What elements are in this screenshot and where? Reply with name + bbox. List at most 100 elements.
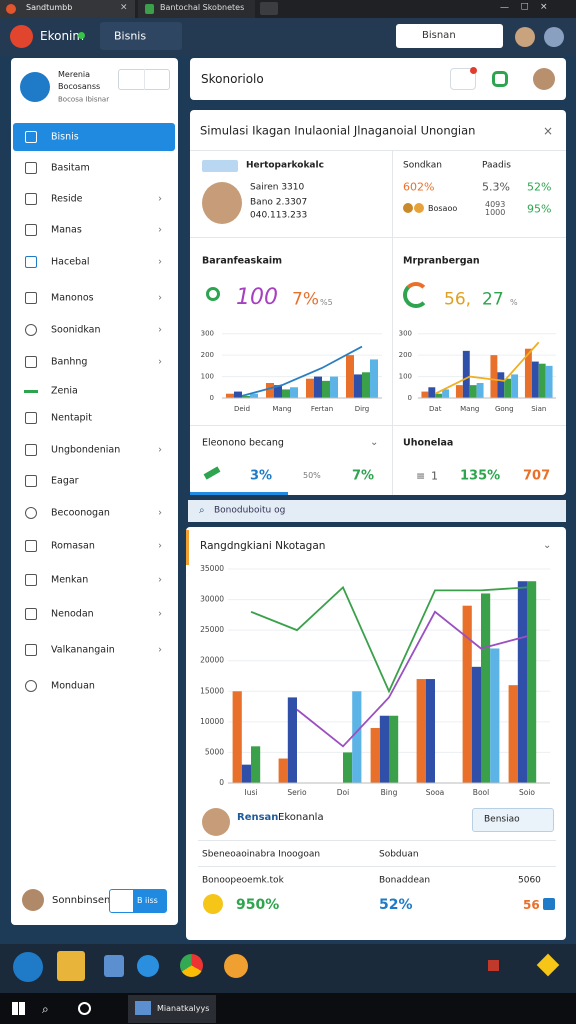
app-icon[interactable] <box>492 71 508 87</box>
nav-label: Monduan <box>51 680 95 692</box>
bar <box>462 605 472 783</box>
bar <box>471 666 481 783</box>
nav-item[interactable] <box>13 123 175 151</box>
x-tick-label: Sooa <box>426 788 445 797</box>
nav-item[interactable] <box>13 404 175 432</box>
nav-item[interactable] <box>13 284 175 312</box>
stat-value: 5.3% <box>482 180 510 194</box>
start-button[interactable] <box>12 1002 25 1015</box>
nav-icon <box>25 412 37 424</box>
nav-label: Banhng <box>51 356 88 368</box>
nav-icon <box>25 131 37 143</box>
dock-icon[interactable] <box>13 952 43 982</box>
dock-icon[interactable] <box>224 954 248 978</box>
summary-title: Eleonono becang <box>202 437 284 449</box>
nav-icon <box>25 256 37 268</box>
person-avatar <box>202 808 230 836</box>
dock-icon[interactable] <box>137 955 159 977</box>
table-value: 950% <box>236 897 280 913</box>
bar <box>352 691 362 783</box>
note-icon: ⌕ <box>199 505 205 516</box>
taskbar-app-label: Mianatkalyys <box>157 1004 210 1013</box>
user-avatar <box>22 889 44 911</box>
bar <box>511 374 519 398</box>
nav-icon <box>25 356 37 368</box>
dock-icon[interactable] <box>180 954 203 977</box>
y-tick-label: 0 <box>210 394 214 402</box>
nav-item[interactable] <box>13 600 175 628</box>
close-button[interactable]: × <box>543 124 554 138</box>
nav-label: Soonidkan <box>51 324 101 336</box>
nav-label: Menkan <box>51 574 89 586</box>
bar <box>490 355 498 398</box>
person-avatar <box>202 182 242 224</box>
metric-icon <box>403 282 429 308</box>
search-button[interactable]: ⌕ <box>42 1002 49 1016</box>
card-title: Simulasi Ikagan Inulaonial Jlnaganoial U… <box>200 123 476 138</box>
tab[interactable] <box>138 0 255 18</box>
metric-value: 27 <box>482 289 504 310</box>
nav-tab[interactable] <box>100 22 182 50</box>
nav-item[interactable] <box>13 248 175 276</box>
bar <box>343 752 353 783</box>
y-tick-label: 0 <box>219 778 224 787</box>
divider <box>144 69 145 90</box>
nav-chevron: › <box>158 444 162 456</box>
bar <box>469 385 477 398</box>
dock-icon[interactable] <box>104 955 124 977</box>
bar <box>538 363 546 398</box>
dropdown[interactable]: ⌄ <box>370 437 379 448</box>
bar <box>455 385 463 398</box>
nav-item[interactable] <box>13 566 175 594</box>
header-avatar[interactable] <box>533 68 555 90</box>
nav-label: Ungbondenian <box>51 444 121 456</box>
tab-icon <box>6 4 16 14</box>
dock-icon[interactable] <box>57 951 85 981</box>
dropdown[interactable]: ⌄ <box>543 540 552 551</box>
bar <box>370 727 380 783</box>
nav-label: Nentapit <box>51 412 92 424</box>
profile-line: Sairen 3310 <box>250 182 305 193</box>
bar <box>251 746 261 783</box>
search-box[interactable] <box>396 24 503 48</box>
person-first: Rensan <box>237 812 279 823</box>
x-tick-label: Mang <box>460 405 479 413</box>
nav-label: Basitam <box>51 162 90 174</box>
table-value: 52% <box>379 897 413 913</box>
chip <box>202 160 238 172</box>
y-tick-label: 200 <box>201 351 214 359</box>
active-underline <box>190 492 288 495</box>
nav-chevron: › <box>158 644 162 656</box>
person-button[interactable] <box>472 808 554 832</box>
tab-close[interactable]: × <box>120 2 128 13</box>
nav-item[interactable] <box>13 467 175 495</box>
brand: Ekonim <box>40 29 85 43</box>
x-tick-label: Bool <box>473 788 489 797</box>
divider <box>392 150 393 495</box>
tray-icon[interactable] <box>488 960 499 971</box>
new-tab[interactable] <box>260 2 278 15</box>
bar <box>354 374 362 398</box>
profile-label: Hertoparkokalc <box>246 160 324 171</box>
nav-chevron: › <box>158 507 162 519</box>
metric-title: Mrpranbergan <box>403 255 480 267</box>
avatar[interactable] <box>544 27 564 47</box>
avatar[interactable] <box>515 27 535 47</box>
tab[interactable] <box>0 0 135 18</box>
nav-tab-label: Bisnis <box>114 29 147 43</box>
nav-item[interactable] <box>13 348 175 376</box>
notification-button[interactable] <box>450 68 476 90</box>
bar <box>504 378 512 398</box>
nav-item[interactable] <box>13 185 175 213</box>
x-tick-label: Dirg <box>355 405 370 413</box>
nav-icon <box>25 644 37 656</box>
table-cell: Bonaddean <box>379 875 431 886</box>
nav-item[interactable] <box>13 154 175 182</box>
table-cell: Bonoopeoemk.tok <box>202 875 284 886</box>
task-view[interactable] <box>78 1002 91 1015</box>
x-tick-label: Soio <box>519 788 535 797</box>
metric-small: %5 <box>320 298 333 307</box>
y-tick-label: 0 <box>408 394 412 402</box>
window-controls[interactable]: — ☐ ✕ <box>500 2 548 13</box>
nav-item[interactable] <box>13 216 175 244</box>
